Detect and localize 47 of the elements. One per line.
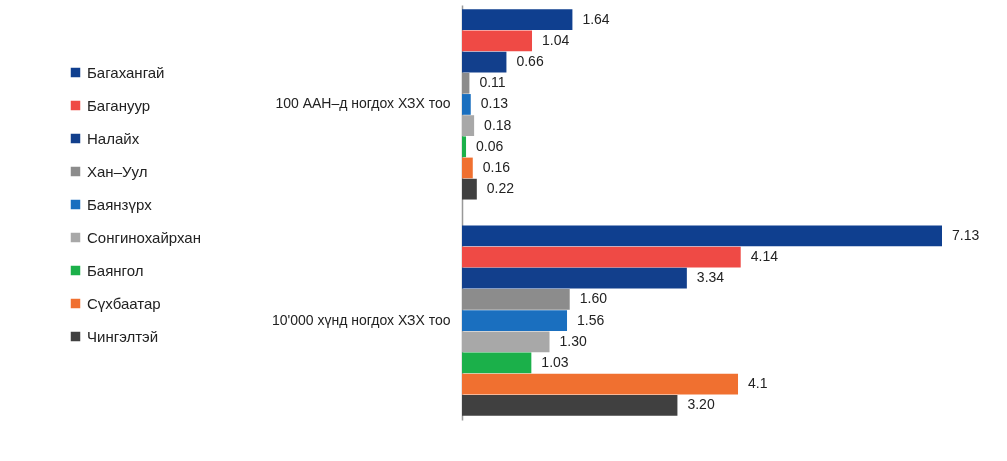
bar bbox=[462, 394, 678, 416]
data-label: 0.16 bbox=[482, 158, 511, 175]
bar bbox=[462, 352, 532, 374]
y-tick-label: 10'000 хүнд ногдох ХЗХ тоо bbox=[271, 311, 451, 328]
bar bbox=[462, 178, 477, 200]
bar bbox=[462, 30, 533, 52]
legend-label: Налайх bbox=[87, 129, 140, 147]
legend-label: Багахангай bbox=[87, 63, 165, 81]
legend-label: Баянзүрх bbox=[87, 195, 153, 213]
data-label: 4.14 bbox=[750, 248, 779, 265]
data-label: 1.30 bbox=[559, 332, 587, 349]
bar bbox=[462, 225, 942, 247]
legend-label: Сүхбаатар bbox=[87, 294, 161, 312]
bar bbox=[462, 51, 507, 73]
data-label: 3.20 bbox=[687, 396, 715, 413]
data-label: 1.04 bbox=[542, 31, 570, 48]
data-label: 0.13 bbox=[480, 95, 509, 112]
data-label: 7.13 bbox=[952, 226, 980, 243]
bar bbox=[462, 9, 573, 31]
legend-label: Баянгол bbox=[87, 261, 144, 279]
bar bbox=[462, 373, 739, 395]
y-tick-label: 100 ААН–д ногдох ХЗХ тоо bbox=[275, 95, 451, 112]
data-label: 0.06 bbox=[476, 137, 504, 154]
legend-label: Багануур bbox=[87, 96, 151, 114]
data-label: 1.64 bbox=[582, 10, 610, 27]
bar bbox=[462, 246, 741, 268]
data-label: 4.1 bbox=[748, 375, 768, 392]
bar bbox=[462, 72, 470, 94]
legend-label: Сонгинохайрхан bbox=[87, 228, 201, 246]
legend-label: Чингэлтэй bbox=[87, 327, 159, 345]
data-label: 1.60 bbox=[579, 290, 608, 307]
data-label: 0.18 bbox=[484, 116, 512, 133]
data-label: 0.11 bbox=[479, 74, 506, 91]
bar bbox=[462, 136, 467, 158]
bar bbox=[462, 115, 475, 136]
bar bbox=[462, 267, 687, 289]
legend-label: Хан–Уул bbox=[87, 162, 148, 180]
data-label: 0.66 bbox=[516, 53, 544, 70]
bar bbox=[462, 310, 568, 331]
data-label: 0.22 bbox=[486, 180, 515, 197]
bar bbox=[462, 289, 570, 310]
bar bbox=[462, 331, 550, 353]
data-label: 3.34 bbox=[696, 269, 725, 286]
data-label: 1.56 bbox=[577, 311, 605, 328]
bar bbox=[462, 94, 471, 115]
bar bbox=[462, 157, 473, 179]
data-label: 1.03 bbox=[541, 353, 569, 370]
